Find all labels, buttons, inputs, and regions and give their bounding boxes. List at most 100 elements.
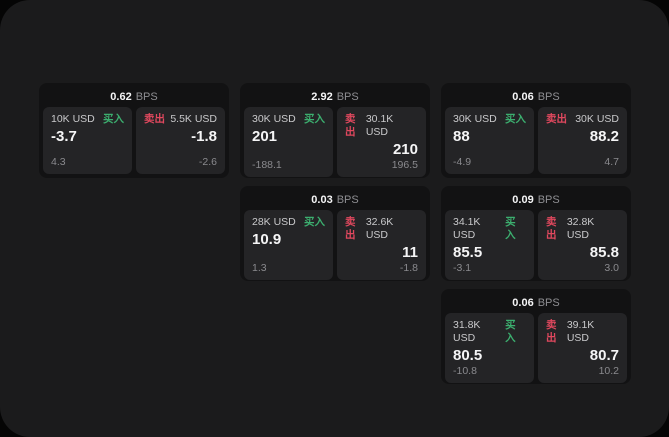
buy-side-label: 买入: [304, 113, 325, 125]
buy-tile-header: 31.8K USD 买入: [453, 319, 526, 345]
sell-amount: 30K USD: [575, 113, 619, 125]
sell-side-label: 卖出: [345, 113, 356, 138]
bps-unit-label: BPS: [537, 91, 560, 103]
sell-tile-header: 卖出 32.6K USD: [345, 216, 418, 242]
bps-unit-label: BPS: [537, 194, 560, 206]
card-header: 0.62 BPS: [43, 87, 225, 107]
sell-delta: 196.5: [391, 159, 418, 171]
sell-delta: 4.7: [604, 156, 619, 168]
sell-amount: 5.5K USD: [170, 113, 217, 125]
sell-price: 80.7: [589, 347, 619, 364]
sell-amount: 39.1K USD: [566, 319, 595, 344]
buy-tile-header: 30K USD 买入: [252, 113, 325, 126]
quote-tiles: 31.8K USD 买入 80.5 -10.8 卖出 39.1K USD 80.…: [445, 313, 627, 383]
buy-price: -3.7: [51, 128, 77, 145]
sell-tile[interactable]: 卖出 30K USD 88.2 4.7: [538, 107, 627, 174]
bps-unit-label: BPS: [537, 297, 560, 309]
sell-side-label: 卖出: [144, 113, 165, 125]
sell-tile-header: 卖出 30K USD: [546, 113, 619, 126]
buy-amount: 31.8K USD: [453, 319, 481, 344]
buy-delta: -10.8: [453, 365, 477, 377]
sell-tile[interactable]: 卖出 39.1K USD 80.7 10.2: [538, 313, 627, 383]
buy-delta: 4.3: [51, 156, 66, 168]
bps-unit-label: BPS: [336, 194, 359, 206]
quote-card: 2.92 BPS 30K USD 买入 201 -188.1 卖出 30.1K …: [240, 83, 430, 178]
sell-price: 88.2: [589, 128, 619, 145]
sell-tile-header: 卖出 32.8K USD: [546, 216, 619, 242]
buy-amount: 34.1K USD: [453, 216, 481, 241]
buy-side-label: 买入: [103, 113, 124, 125]
card-header: 0.03 BPS: [244, 190, 426, 210]
card-header: 0.06 BPS: [445, 87, 627, 107]
buy-tile[interactable]: 34.1K USD 买入 85.5 -3.1: [445, 210, 534, 280]
buy-amount: 30K USD: [453, 113, 497, 125]
buy-tile[interactable]: 30K USD 买入 88 -4.9: [445, 107, 534, 174]
quote-card: 0.06 BPS 31.8K USD 买入 80.5 -10.8 卖出 39.1…: [441, 289, 631, 384]
bps-spread-value: 0.06: [512, 297, 534, 309]
buy-tile-header: 10K USD 买入: [51, 113, 124, 126]
sell-price: 85.8: [589, 244, 619, 261]
quote-tiles: 30K USD 买入 201 -188.1 卖出 30.1K USD 210 1…: [244, 107, 426, 177]
sell-amount: 32.8K USD: [566, 216, 595, 241]
quote-card: 0.06 BPS 30K USD 买入 88 -4.9 卖出 30K USD 8…: [441, 83, 631, 178]
buy-price: 10.9: [252, 231, 282, 248]
sell-delta: -2.6: [198, 156, 217, 168]
sell-tile[interactable]: 卖出 32.6K USD 11 -1.8: [337, 210, 426, 280]
buy-delta: -3.1: [453, 262, 472, 274]
sell-tile[interactable]: 卖出 30.1K USD 210 196.5: [337, 107, 426, 177]
sell-side-label: 卖出: [546, 113, 567, 125]
buy-amount: 28K USD: [252, 216, 296, 228]
sell-delta: -1.8: [399, 262, 418, 274]
sell-tile[interactable]: 卖出 32.8K USD 85.8 3.0: [538, 210, 627, 280]
sell-delta: 10.2: [598, 365, 619, 377]
buy-side-label: 买入: [505, 319, 516, 344]
buy-price: 80.5: [453, 347, 483, 364]
sell-tile-header: 卖出 30.1K USD: [345, 113, 418, 139]
sell-price: 11: [402, 244, 418, 261]
sell-amount: 30.1K USD: [365, 113, 394, 138]
bps-unit-label: BPS: [135, 91, 158, 103]
bps-spread-value: 0.62: [110, 91, 132, 103]
sell-tile-header: 卖出 39.1K USD: [546, 319, 619, 345]
quote-card: 0.09 BPS 34.1K USD 买入 85.5 -3.1 卖出 32.8K…: [441, 186, 631, 281]
sell-amount: 32.6K USD: [365, 216, 394, 241]
sell-price: 210: [392, 141, 418, 158]
quote-tiles: 10K USD 买入 -3.7 4.3 卖出 5.5K USD -1.8 -2.…: [43, 107, 225, 174]
card-header: 2.92 BPS: [244, 87, 426, 107]
quote-tiles: 30K USD 买入 88 -4.9 卖出 30K USD 88.2 4.7: [445, 107, 627, 174]
buy-tile[interactable]: 10K USD 买入 -3.7 4.3: [43, 107, 132, 174]
buy-delta: -4.9: [453, 156, 472, 168]
sell-side-label: 卖出: [345, 216, 356, 241]
buy-amount: 30K USD: [252, 113, 296, 125]
card-header: 0.06 BPS: [445, 293, 627, 313]
buy-price: 85.5: [453, 244, 483, 261]
sell-tile[interactable]: 卖出 5.5K USD -1.8 -2.6: [136, 107, 225, 174]
buy-tile[interactable]: 30K USD 买入 201 -188.1: [244, 107, 333, 177]
sell-tile-header: 卖出 5.5K USD: [144, 113, 217, 126]
buy-tile-header: 28K USD 买入: [252, 216, 325, 229]
bps-spread-value: 2.92: [311, 91, 333, 103]
buy-side-label: 买入: [505, 216, 516, 241]
quote-card: 0.62 BPS 10K USD 买入 -3.7 4.3 卖出 5.5K USD…: [39, 83, 229, 178]
bps-unit-label: BPS: [336, 91, 359, 103]
quote-card: 0.03 BPS 28K USD 买入 10.9 1.3 卖出 32.6K US…: [240, 186, 430, 281]
buy-side-label: 买入: [304, 216, 325, 228]
buy-price: 88: [453, 128, 470, 145]
sell-delta: 3.0: [604, 262, 619, 274]
buy-amount: 10K USD: [51, 113, 95, 125]
buy-delta: -188.1: [252, 159, 282, 171]
sell-price: -1.8: [191, 128, 217, 145]
buy-delta: 1.3: [252, 262, 267, 274]
buy-tile[interactable]: 28K USD 买入 10.9 1.3: [244, 210, 333, 280]
bps-spread-value: 0.06: [512, 91, 534, 103]
bps-spread-value: 0.03: [311, 194, 333, 206]
bps-spread-value: 0.09: [512, 194, 534, 206]
quote-tiles: 34.1K USD 买入 85.5 -3.1 卖出 32.8K USD 85.8…: [445, 210, 627, 280]
quote-cards-grid: 0.62 BPS 10K USD 买入 -3.7 4.3 卖出 5.5K USD…: [39, 83, 631, 384]
card-header: 0.09 BPS: [445, 190, 627, 210]
sell-side-label: 卖出: [546, 319, 557, 344]
quote-tiles: 28K USD 买入 10.9 1.3 卖出 32.6K USD 11 -1.8: [244, 210, 426, 280]
buy-price: 201: [252, 128, 278, 145]
buy-tile[interactable]: 31.8K USD 买入 80.5 -10.8: [445, 313, 534, 383]
